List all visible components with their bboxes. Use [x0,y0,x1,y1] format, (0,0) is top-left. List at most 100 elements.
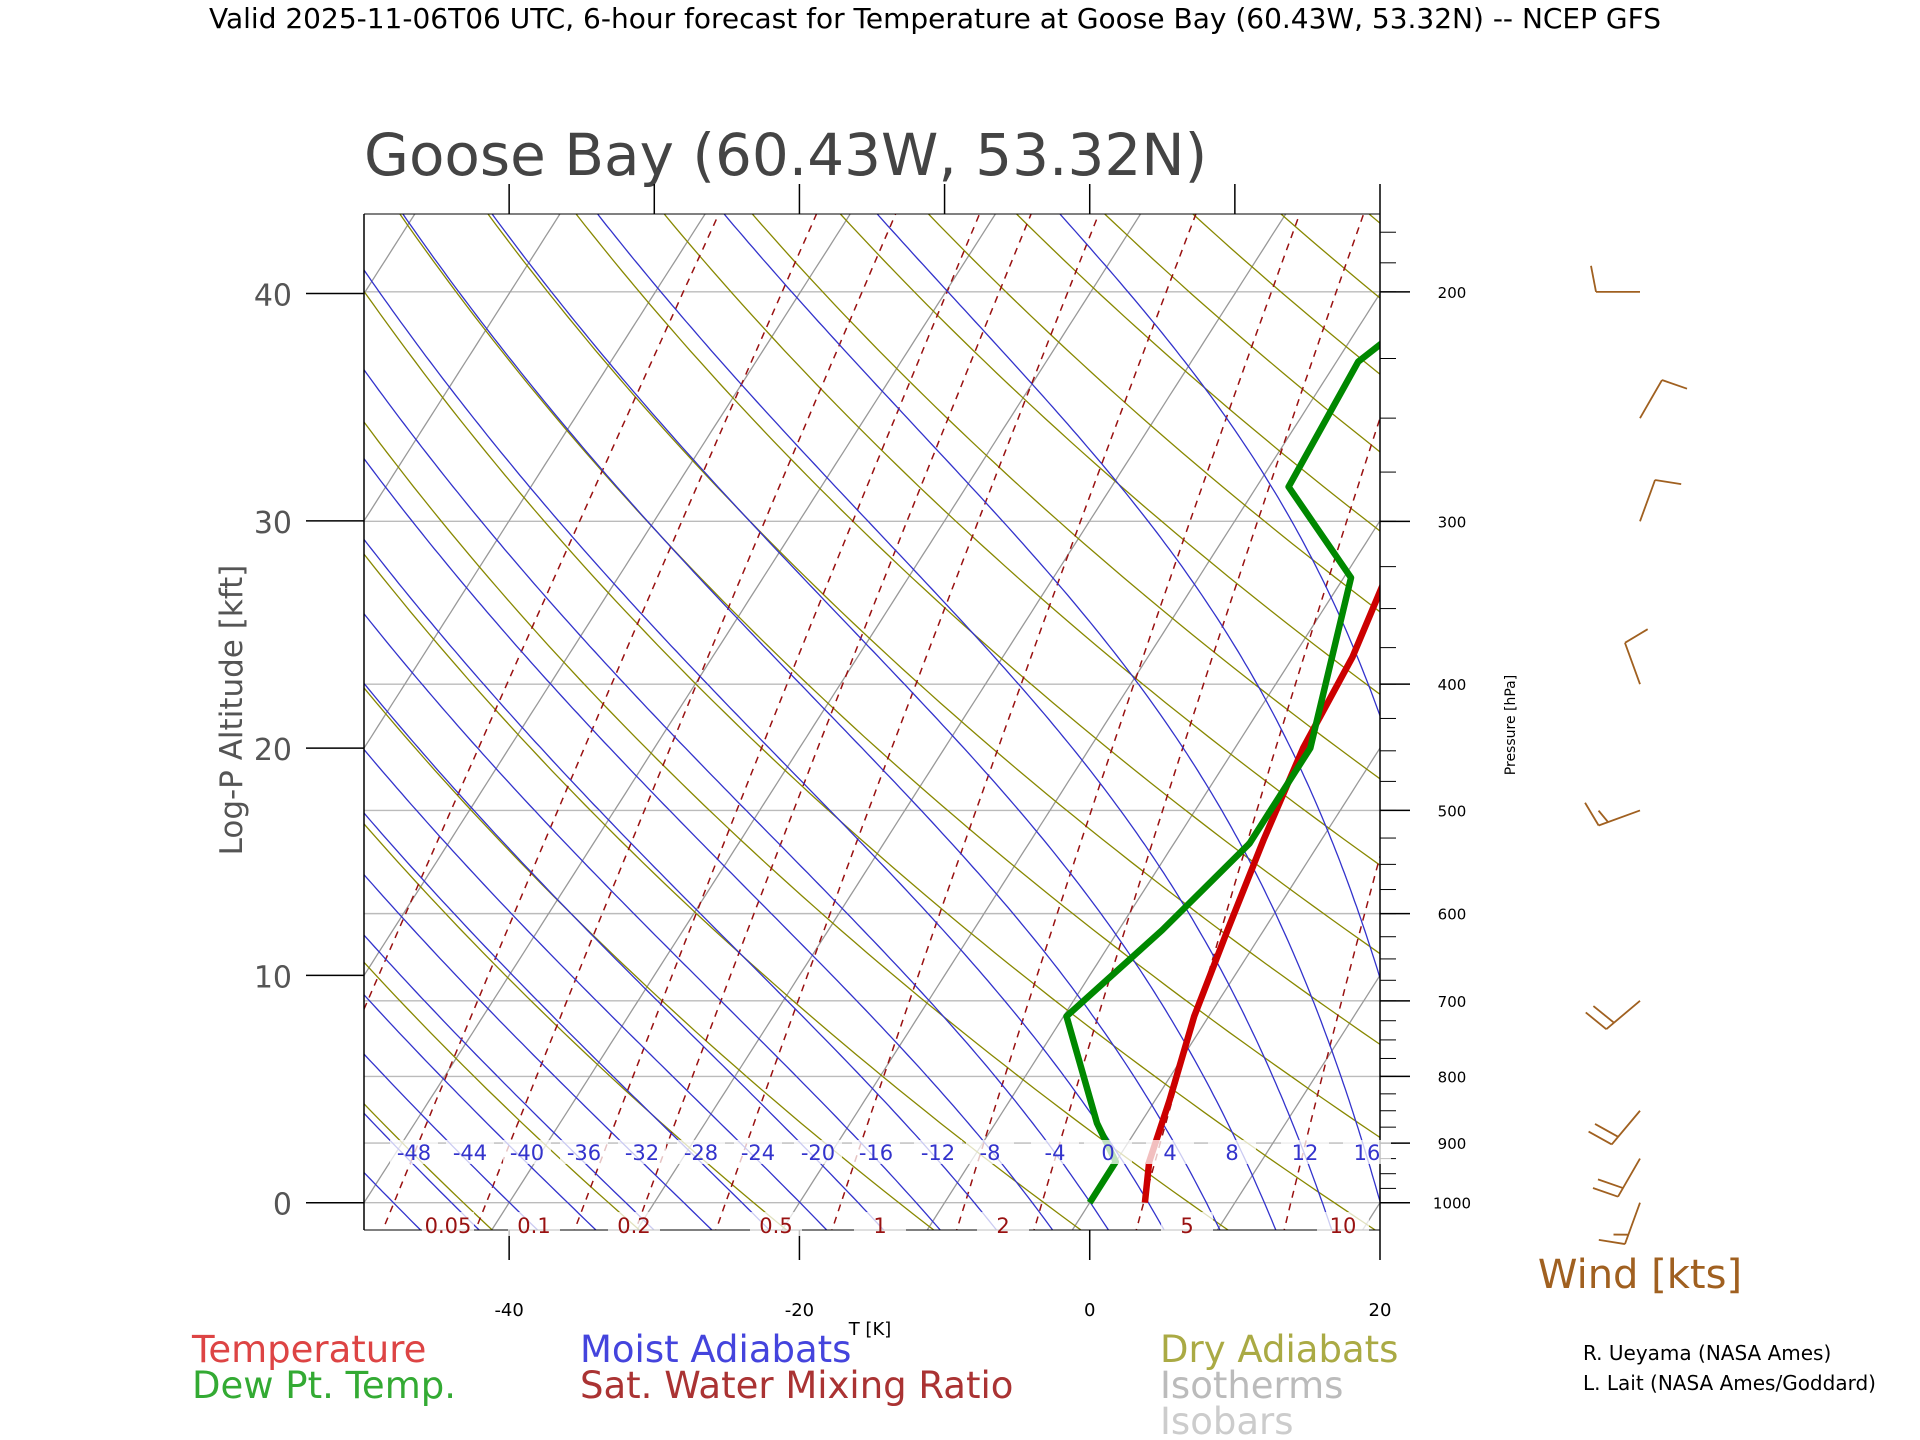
pressure-tick-label: 500 [1438,802,1467,820]
moist-label-bg [390,1140,438,1164]
legend-isotherms: Isotherms [1160,1364,1343,1407]
dry-adiabat-line [487,214,1380,1046]
dry-adiabat-line [364,553,1083,1230]
mixing-ratio-line [1033,214,1365,1230]
moist-adiabat-line [0,157,321,1248]
isotherm-line [364,214,997,1204]
mixing-ratio-label: 5 [1180,1214,1193,1238]
legend-temperature: Temperature [191,1328,426,1371]
mixing-ratio-label: 0.5 [759,1214,792,1238]
dry-adiabat-line [575,214,1380,955]
moist-adiabat-label: -28 [684,1141,718,1165]
wind-barb-flag [1588,1130,1613,1146]
wind-barb-flag [1590,265,1597,293]
wind-barb [1592,1158,1641,1198]
moist-adiabat-line [0,157,380,1248]
dry-adiabat-line [1817,157,1920,1248]
wind-label: Wind [kts] [1538,1252,1742,1298]
dry-adiabat-line [364,822,788,1230]
x-tick-label: -20 [785,1300,814,1321]
isotherm-line [926,519,1380,1230]
moist-label-bg [1343,1140,1391,1164]
moist-adiabat-label: -4 [1045,1141,1066,1165]
moist-adiabat-label: 12 [1292,1141,1319,1165]
mixing-label-bg [608,1212,660,1236]
pressure-tick-label: 200 [1438,284,1467,302]
wind-barb [1590,265,1640,293]
wind-barb-flag [1597,1178,1624,1189]
dry-adiabat-line [663,214,1380,866]
pressure-tick-label: 1000 [1433,1195,1471,1213]
wind-barb-flag [1584,802,1600,826]
dry-adiabat-line [1903,157,1920,1248]
y-tick-label: 0 [273,1188,292,1223]
profile-lines [1063,340,1380,1205]
mixing-ratio-label: 0.2 [617,1214,650,1238]
mixing-ratio-line [715,214,1100,1230]
moist-adiabat-label: -8 [980,1141,1001,1165]
isotherm-line [1641,157,1920,1248]
moist-adiabat-line [364,748,828,1230]
wind-barb-staff [1605,1000,1641,1030]
moist-label-bg [677,1140,725,1164]
mixing-ratio-label: 0.05 [425,1214,472,1238]
y-tick-label: 20 [254,733,292,768]
wind-barb-staff [1639,379,1663,419]
valid-line: Valid 2025-11-06T06 UTC, 6-hour forecast… [209,2,1661,35]
moist-adiabat-label: -24 [741,1141,775,1165]
wind-barb-flag [1654,479,1682,486]
mixing-ratio-line [634,214,1032,1230]
right-axis-label: Pressure [hPa] [1503,675,1519,775]
wind-barb-staff [1624,642,1641,685]
chart-title: Goose Bay (60.43W, 53.32N) [364,121,1207,189]
mixing-label-bg [422,1212,474,1236]
moist-label-bg [503,1140,551,1164]
legend-mixing: Sat. Water Mixing Ratio [580,1364,1013,1407]
wind-barb [1598,1202,1641,1245]
moist-adiabat-label: -20 [801,1141,835,1165]
moist-adiabat-line [364,368,1110,1230]
wind-barb-flag [1592,1187,1619,1198]
mixing-label-bg [977,1212,1029,1236]
credit-2: L. Lait (NASA Ames/Goddard) [1583,1371,1876,1395]
isotherm-line [0,157,306,1248]
temperature-profile [1141,583,1380,1204]
wind-barb-flag [1661,379,1688,390]
wind-barb-staff [1611,1110,1641,1146]
wind-barb [1639,379,1688,419]
moist-adiabat-line [364,538,998,1230]
y-tick-label: 30 [254,506,292,541]
dry-adiabat-line [0,157,363,1248]
isotherm-line [1496,157,1920,1248]
wind-barbs [1584,265,1688,1245]
moist-adiabat-line [364,682,885,1230]
mixing-ratio-line [1135,415,1380,1230]
moist-adiabat-line [364,993,597,1230]
wind-barb [1588,1110,1641,1146]
dry-adiabat-line [364,1102,494,1230]
dry-adiabat-line [927,214,1380,613]
wind-barb-flag [1598,1238,1626,1245]
moist-label-bg [1084,1140,1132,1164]
plot-frame: -40 -20 0 200102030401000900800700600500400… [254,184,1471,1321]
legend-moist: Moist Adiabats [580,1328,851,1371]
moist-label-bg [1031,1140,1079,1164]
moist-adiabat-line [596,214,1333,1230]
legend: Temperature Dew Pt. Temp. Moist Adiabats… [191,1328,1398,1440]
dry-adiabat-line [1103,214,1380,453]
wind-barb [1585,1000,1641,1030]
moist-label-bg [914,1140,962,1164]
dry-adiabat-line [1191,214,1380,376]
moist-adiabat-line [876,214,1380,981]
moist-label-bg [1281,1140,1329,1164]
legend-dry: Dry Adiabats [1160,1328,1398,1371]
dry-adiabat-line [1731,157,1920,1248]
dry-adiabat-line [751,214,1380,780]
wind-barb-flag [1594,1123,1619,1138]
mixing-ratio-label: 1 [873,1214,886,1238]
mixing-ratio-line [364,214,720,1011]
mixing-label-bg [1317,1212,1369,1236]
moist-label-bg [794,1140,842,1164]
moist-label-bg [560,1140,608,1164]
